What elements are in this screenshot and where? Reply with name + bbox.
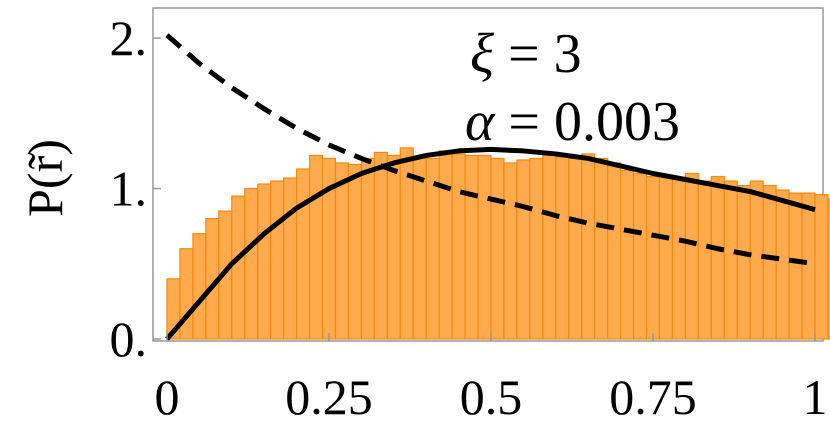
histogram-bar [360, 157, 375, 340]
y-tick-label: 0. [110, 311, 148, 367]
x-tick-label: 0.75 [609, 369, 697, 425]
dashed-curve [165, 33, 816, 267]
histogram-bar [490, 157, 505, 340]
histogram-bar [296, 168, 311, 340]
annotation-xi: ξ = 3 [470, 23, 582, 85]
histogram-bar [477, 154, 492, 340]
histogram-bar [749, 180, 764, 340]
histogram-bar [308, 154, 324, 340]
histogram-bar [257, 183, 272, 340]
histogram-bar [192, 233, 207, 340]
histogram-bar [451, 153, 466, 340]
histogram-bar [775, 189, 790, 340]
histogram-bar [723, 180, 738, 340]
histogram-bar [814, 193, 829, 340]
histogram-bar [697, 180, 712, 340]
curve-layer [165, 33, 816, 341]
histogram-bar [788, 192, 803, 340]
histogram-bar [386, 154, 401, 340]
y-axis-label: P(r̃) [17, 139, 73, 217]
x-tick-label: 1 [803, 369, 828, 425]
x-tick-label: 0.25 [285, 369, 373, 425]
y-tick-label: 2. [110, 10, 148, 66]
histogram-bar [827, 198, 830, 340]
histogram-bar [801, 192, 816, 340]
histogram-bar [684, 172, 699, 340]
histogram-bar [270, 180, 285, 340]
histogram-bar [736, 184, 751, 340]
histogram-bar [632, 172, 648, 340]
histogram-bar [619, 169, 635, 340]
histogram-bar [231, 195, 246, 340]
histogram-bar [438, 150, 453, 340]
histogram-bar [347, 163, 363, 340]
histogram-bar [334, 162, 350, 340]
tick-marks [153, 37, 816, 341]
histogram-bar [710, 175, 725, 340]
xi-value: = 3 [494, 23, 582, 85]
histogram-bar [581, 153, 596, 340]
annotation-alpha: α = 0.003 [465, 91, 680, 153]
histogram-bar [645, 175, 661, 340]
histogram-bar [464, 154, 479, 340]
histogram-bar [607, 162, 622, 340]
histogram-bar [516, 159, 531, 340]
plot-frame [152, 7, 824, 342]
histogram-bar [529, 157, 544, 340]
histogram-bar [658, 174, 674, 340]
histogram-bar [412, 156, 427, 340]
y-tick-labels: 0. 1. 2. [110, 10, 148, 367]
histogram-bar [503, 162, 518, 340]
histogram-bar [283, 177, 298, 340]
histogram-bars [166, 147, 830, 340]
solid-curve [165, 146, 816, 341]
histogram-bar [244, 187, 259, 340]
histogram-bar [373, 151, 388, 340]
histogram-bar [594, 157, 609, 340]
histogram-bar [762, 184, 777, 340]
histogram-bar [568, 157, 583, 340]
xi-symbol: ξ [470, 23, 494, 85]
histogram-bar [542, 154, 557, 340]
histogram-bar [671, 177, 687, 340]
alpha-symbol: α [465, 91, 496, 153]
y-tick-label: 1. [110, 161, 148, 217]
x-tick-label: 0.5 [460, 369, 523, 425]
histogram-bar [555, 156, 570, 340]
alpha-value: = 0.003 [494, 91, 680, 153]
x-tick-label: 0 [155, 369, 180, 425]
x-tick-labels: 0 0.25 0.5 0.75 1 [155, 369, 828, 425]
